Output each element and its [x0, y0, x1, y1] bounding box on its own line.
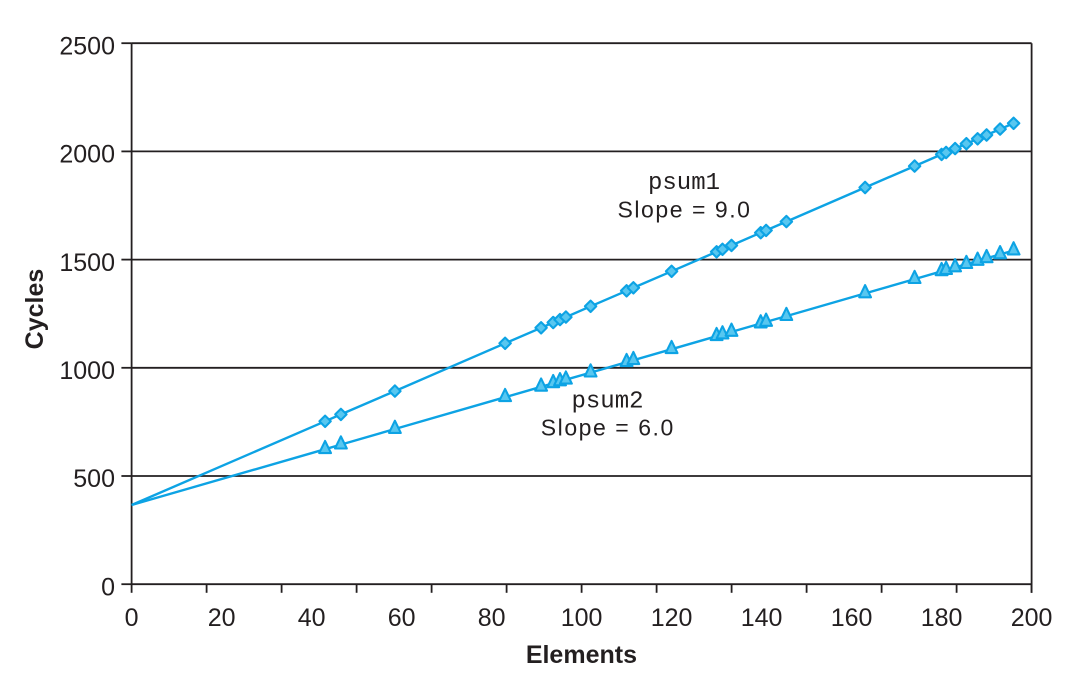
svg-text:100: 100	[561, 604, 603, 632]
svg-text:160: 160	[831, 604, 873, 632]
svg-text:40: 40	[298, 604, 326, 632]
svg-text:Cycles: Cycles	[21, 269, 49, 350]
svg-text:500: 500	[73, 465, 115, 493]
svg-text:2000: 2000	[59, 141, 115, 169]
svg-text:60: 60	[388, 604, 416, 632]
svg-text:2500: 2500	[59, 32, 115, 60]
svg-text:1000: 1000	[59, 357, 115, 385]
svg-text:120: 120	[651, 604, 693, 632]
svg-text:200: 200	[1011, 604, 1053, 632]
svg-text:0: 0	[101, 573, 115, 601]
svg-text:1500: 1500	[59, 249, 115, 277]
svg-text:80: 80	[478, 604, 506, 632]
svg-text:Slope = 9.0: Slope = 9.0	[617, 197, 751, 223]
svg-text:psum2: psum2	[571, 389, 643, 416]
svg-text:Slope = 6.0: Slope = 6.0	[541, 415, 675, 441]
svg-text:20: 20	[208, 604, 236, 632]
svg-text:0: 0	[125, 604, 139, 632]
svg-text:Elements: Elements	[526, 641, 637, 669]
svg-text:180: 180	[921, 604, 963, 632]
svg-text:140: 140	[741, 604, 783, 632]
svg-text:psum1: psum1	[648, 170, 720, 197]
